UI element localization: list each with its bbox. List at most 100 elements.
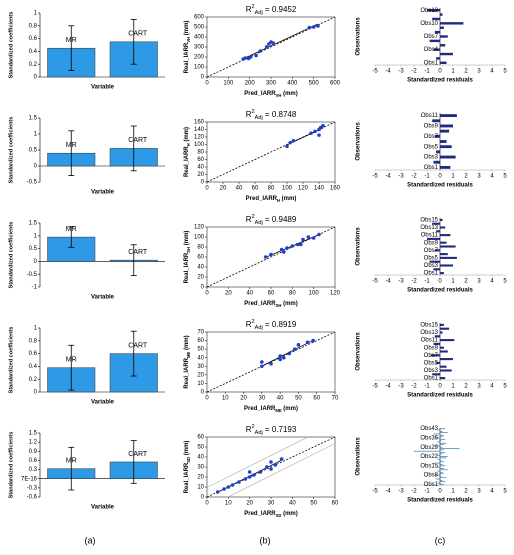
y-tick-label: Obs15 xyxy=(420,217,438,223)
y-tick-label: 20 xyxy=(197,475,204,481)
x-tick-label: -4 xyxy=(385,174,391,180)
x-tick-label: 3 xyxy=(477,69,481,75)
bar xyxy=(440,481,446,483)
x-tick-label: -5 xyxy=(372,69,378,75)
point xyxy=(291,138,296,143)
x-tick-label: 0 xyxy=(205,81,209,87)
bar xyxy=(440,469,448,471)
x-axis-label: Variable xyxy=(91,190,115,196)
category-label: CART xyxy=(128,137,148,144)
x-tick-label: 60 xyxy=(313,396,320,402)
x-axis-label: Pred_IARRME (mm) xyxy=(244,406,298,413)
bar xyxy=(432,222,440,225)
bar xyxy=(440,129,450,133)
text-part: Real_IARR xyxy=(184,462,190,493)
x-tick-label: 5 xyxy=(503,384,507,390)
y-axis-label: Real_IARRSH (mm) xyxy=(184,231,191,284)
bar xyxy=(440,442,447,444)
y-tick-label: Obs3 xyxy=(424,155,439,161)
bar xyxy=(440,22,464,25)
bar xyxy=(434,249,440,252)
bar xyxy=(440,449,444,451)
text-part: = 0.9452 xyxy=(263,5,297,14)
bar xyxy=(414,450,440,452)
point xyxy=(282,355,286,360)
text-part: (mm) xyxy=(184,231,190,247)
x-tick-label: 100 xyxy=(309,291,320,297)
y-tick-label: Obs5 xyxy=(424,360,439,366)
y-axis-label: Observations xyxy=(356,437,362,476)
text-part: Pred_IARR xyxy=(244,511,276,517)
bar xyxy=(440,323,444,326)
bar xyxy=(440,428,446,430)
y-tick-label: 1.5 xyxy=(29,116,38,122)
y-axis-label: Observations xyxy=(356,122,362,161)
text-part: Pred_IARR xyxy=(244,406,276,412)
x-tick-label: -5 xyxy=(372,174,378,180)
bar xyxy=(440,369,452,372)
chart-title: R2Adj = 0.9489 xyxy=(246,214,297,226)
bar xyxy=(436,454,440,456)
y-axis-label: Real_IARRH (mm) xyxy=(184,127,191,177)
x-tick-label: -1 xyxy=(424,69,430,75)
point xyxy=(260,360,264,364)
identity-line xyxy=(206,16,336,78)
y-tick-label: Obs15 xyxy=(420,322,438,328)
y-axis-label: Standardized coefficients xyxy=(8,327,14,394)
bar xyxy=(436,57,440,60)
y-tick-label: Obs9 xyxy=(424,240,439,246)
bar xyxy=(434,30,440,34)
point xyxy=(285,246,289,250)
bar xyxy=(440,52,453,56)
text-part: Pred_IARR xyxy=(244,301,276,307)
identity-line xyxy=(206,436,336,498)
x-tick-label: 20 xyxy=(220,186,227,192)
y-tick-label: 1 xyxy=(34,11,38,17)
point xyxy=(269,460,273,464)
bar xyxy=(429,260,440,263)
bar xyxy=(440,140,447,143)
text-part: Real_IARR xyxy=(184,357,190,388)
point xyxy=(258,49,263,53)
confidence-line xyxy=(207,112,335,172)
bar xyxy=(440,430,443,432)
text-part: 2 xyxy=(251,4,254,10)
bar xyxy=(440,272,444,275)
bar xyxy=(440,327,450,330)
y-tick-label: 160 xyxy=(194,120,205,126)
x-tick-label: 20 xyxy=(246,501,253,507)
x-tick-label: 40 xyxy=(277,396,284,402)
y-tick-label: 7E-16 xyxy=(21,476,38,482)
text-part: Pred_IARR xyxy=(244,91,276,97)
x-tick-label: 60 xyxy=(252,186,259,192)
y-tick-label: Obs5 xyxy=(424,255,439,261)
y-tick-label: 0 xyxy=(34,259,38,265)
x-axis-label: Pred_IARRSD (mm) xyxy=(244,511,298,518)
y-tick-label: 0.6 xyxy=(29,458,38,464)
x-tick-label: -1 xyxy=(424,279,430,285)
x-tick-label: 20 xyxy=(240,396,247,402)
point xyxy=(288,140,293,145)
text-part: H xyxy=(277,198,280,203)
y-tick-label: -0.5 xyxy=(27,272,38,278)
y-tick-label: Obs5 xyxy=(424,144,439,150)
x-tick-label: -2 xyxy=(411,279,417,285)
point xyxy=(215,490,220,494)
caption: (b) xyxy=(260,535,271,545)
x-tick-label: 4 xyxy=(490,69,494,75)
bar xyxy=(440,35,448,38)
point xyxy=(317,232,321,237)
bar xyxy=(440,339,455,342)
bar xyxy=(434,134,440,138)
y-tick-label: 0 xyxy=(201,180,205,186)
x-tick-label: 50 xyxy=(310,501,317,507)
text-part: (mm) xyxy=(184,21,190,37)
x-tick-label: 1 xyxy=(451,384,455,390)
point xyxy=(269,252,273,257)
text-part: 2 xyxy=(251,109,254,115)
bar xyxy=(430,354,440,357)
x-tick-label: 0 xyxy=(205,291,209,297)
bar xyxy=(436,361,440,364)
x-tick-label: 60 xyxy=(268,291,275,297)
text-part: = 0.9489 xyxy=(263,215,297,224)
